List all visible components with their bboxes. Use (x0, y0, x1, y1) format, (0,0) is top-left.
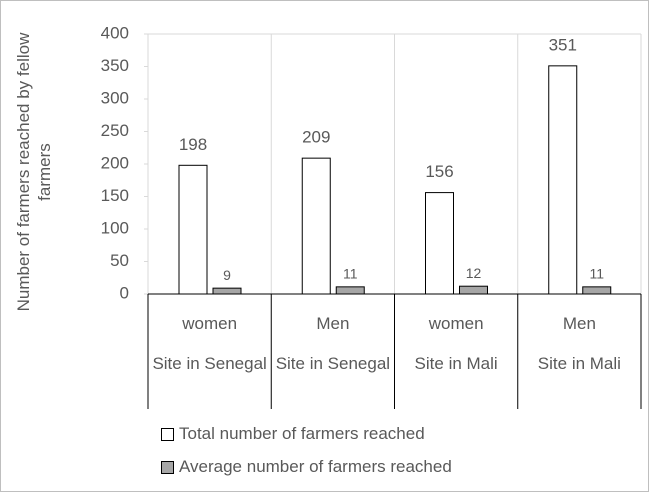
bar (301, 157, 331, 295)
x-group-label: Site in Mali (537, 354, 621, 373)
y-tick-label: 250 (101, 121, 129, 140)
y-tick-label: 200 (101, 153, 129, 172)
data-label: 209 (302, 128, 330, 147)
y-tick-label: 100 (101, 218, 129, 237)
data-label: 156 (425, 162, 453, 181)
bar (178, 164, 208, 295)
legend-label: Total number of farmers reached (179, 424, 425, 443)
x-tick-label: Men (316, 314, 350, 333)
bar (335, 286, 365, 295)
x-tick-label: women (182, 314, 238, 333)
bar (459, 285, 488, 295)
data-label: 12 (466, 265, 482, 281)
data-label: 351 (549, 35, 577, 54)
x-tick-label: Men (562, 314, 596, 333)
data-label: 9 (223, 267, 231, 283)
data-label: 11 (589, 266, 604, 282)
legend-entry: Average number of farmers reached (161, 457, 452, 477)
bar (582, 286, 612, 295)
x-group-label: Site in Senegal (275, 354, 391, 373)
bar (425, 192, 454, 295)
data-label: 11 (343, 266, 358, 282)
legend-swatch (161, 427, 174, 441)
bar (548, 65, 578, 295)
y-tick-label: 150 (101, 186, 129, 205)
legend-swatch (161, 460, 174, 474)
y-tick-label: 400 (101, 23, 129, 42)
data-label: 198 (179, 135, 207, 154)
y-tick-label: 350 (101, 56, 129, 75)
x-tick-label: women (428, 314, 484, 333)
y-axis-label: Number of farmers reached by fellow farm… (14, 32, 54, 312)
y-tick-label: 300 (101, 88, 129, 107)
legend-label: Average number of farmers reached (179, 457, 452, 476)
y-tick-label: 0 (120, 283, 129, 302)
bar (212, 287, 242, 295)
y-tick-label: 50 (110, 251, 129, 270)
x-group-label: Site in Mali (414, 354, 498, 373)
x-group-label: Site in Senegal (152, 354, 267, 373)
legend-entry: Total number of farmers reached (161, 424, 425, 444)
